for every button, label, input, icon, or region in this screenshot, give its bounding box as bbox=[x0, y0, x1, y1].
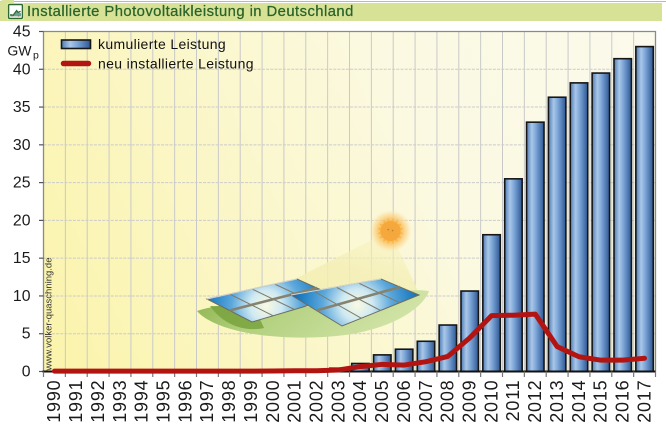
svg-text:2000: 2000 bbox=[263, 380, 283, 423]
svg-text:2016: 2016 bbox=[613, 380, 633, 423]
svg-text:1997: 1997 bbox=[197, 380, 217, 423]
svg-text:2010: 2010 bbox=[481, 380, 501, 423]
svg-text:2007: 2007 bbox=[416, 380, 436, 423]
svg-text:40: 40 bbox=[13, 61, 31, 78]
svg-text:2014: 2014 bbox=[569, 380, 589, 423]
svg-text:2013: 2013 bbox=[547, 380, 567, 423]
svg-text:2009: 2009 bbox=[460, 380, 480, 423]
svg-text:2001: 2001 bbox=[285, 380, 305, 423]
svg-text:1994: 1994 bbox=[132, 380, 152, 423]
svg-text:5: 5 bbox=[22, 326, 31, 343]
svg-text:neu installierte Leistung: neu installierte Leistung bbox=[98, 56, 254, 72]
svg-text:2002: 2002 bbox=[307, 380, 327, 423]
svg-text:15: 15 bbox=[13, 250, 31, 267]
svg-text:10: 10 bbox=[13, 288, 31, 305]
svg-text:20: 20 bbox=[13, 212, 31, 229]
svg-text:2004: 2004 bbox=[350, 380, 370, 423]
svg-text:30: 30 bbox=[13, 137, 31, 154]
svg-text:1995: 1995 bbox=[154, 380, 174, 423]
svg-text:p: p bbox=[33, 50, 39, 62]
svg-text:www.volker-quaschning.de: www.volker-quaschning.de bbox=[44, 257, 55, 371]
svg-text:2012: 2012 bbox=[525, 380, 545, 423]
svg-text:1990: 1990 bbox=[44, 380, 64, 423]
svg-text:0: 0 bbox=[22, 364, 31, 381]
svg-text:2006: 2006 bbox=[394, 380, 414, 423]
svg-text:1992: 1992 bbox=[88, 380, 108, 423]
svg-text:35: 35 bbox=[13, 99, 31, 116]
svg-text:2015: 2015 bbox=[591, 380, 611, 423]
svg-text:45: 45 bbox=[13, 24, 31, 41]
svg-text:2003: 2003 bbox=[328, 380, 348, 423]
svg-text:kumulierte Leistung: kumulierte Leistung bbox=[98, 36, 226, 52]
svg-text:2008: 2008 bbox=[438, 380, 458, 423]
svg-text:2017: 2017 bbox=[634, 380, 654, 423]
svg-text:1998: 1998 bbox=[219, 380, 239, 423]
svg-text:1993: 1993 bbox=[110, 380, 130, 423]
svg-text:GW: GW bbox=[7, 43, 32, 59]
svg-text:25: 25 bbox=[13, 175, 31, 192]
svg-text:1991: 1991 bbox=[66, 380, 86, 423]
svg-text:1999: 1999 bbox=[241, 380, 261, 423]
svg-text:1996: 1996 bbox=[175, 380, 195, 423]
svg-text:2011: 2011 bbox=[503, 380, 523, 422]
svg-text:2005: 2005 bbox=[372, 380, 392, 423]
